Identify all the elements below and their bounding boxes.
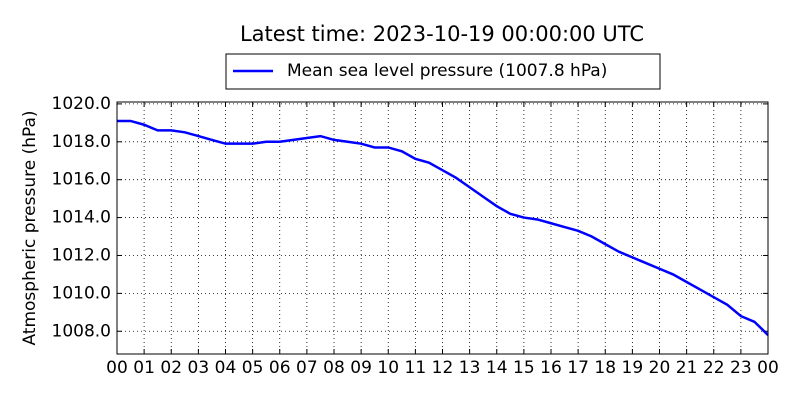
x-tick-label: 06 [269, 358, 291, 378]
x-tick-label: 09 [350, 358, 372, 378]
x-tick-label: 18 [594, 358, 616, 378]
y-axis-label: Atmospheric pressure (hPa) [20, 110, 40, 345]
plot-frame [116, 101, 769, 355]
x-tick-label: 22 [703, 358, 725, 378]
x-tick-label: 10 [377, 358, 399, 378]
legend-box [225, 53, 661, 90]
y-tick-label: 1016.0 [52, 170, 111, 190]
x-tick-label: 01 [133, 358, 155, 378]
x-tick-label: 00 [757, 358, 779, 378]
x-tick-label: 19 [622, 358, 644, 378]
x-tick-label: 12 [432, 358, 454, 378]
x-tick-label: 20 [649, 358, 671, 378]
y-tick-label: 1008.0 [52, 321, 111, 341]
x-tick-label: 21 [676, 358, 698, 378]
x-tick-label: 04 [215, 358, 237, 378]
data-line [117, 119, 769, 336]
y-tick-label: 1014.0 [52, 208, 111, 228]
x-tick-label: 00 [106, 358, 128, 378]
x-tick-label: 07 [296, 358, 318, 378]
x-tick-label: 23 [730, 358, 752, 378]
x-tick-label: 03 [188, 358, 210, 378]
x-tick-label: 02 [160, 358, 182, 378]
x-tick-label: 16 [540, 358, 562, 378]
legend-label: Mean sea level pressure (1007.8 hPa) [287, 61, 607, 81]
y-tick-label: 1018.0 [52, 132, 111, 152]
x-tick-label: 17 [567, 358, 589, 378]
y-tick-label: 1010.0 [52, 283, 111, 303]
x-tick-label: 05 [242, 358, 264, 378]
x-tick-label: 11 [405, 358, 427, 378]
x-tick-label: 13 [459, 358, 481, 378]
x-tick-label: 15 [513, 358, 535, 378]
y-tick-label: 1020.0 [52, 94, 111, 114]
x-tick-label: 08 [323, 358, 345, 378]
y-tick-label: 1012.0 [52, 245, 111, 265]
x-tick-label: 14 [486, 358, 508, 378]
chart-title: Latest time: 2023-10-19 00:00:00 UTC [240, 22, 644, 46]
